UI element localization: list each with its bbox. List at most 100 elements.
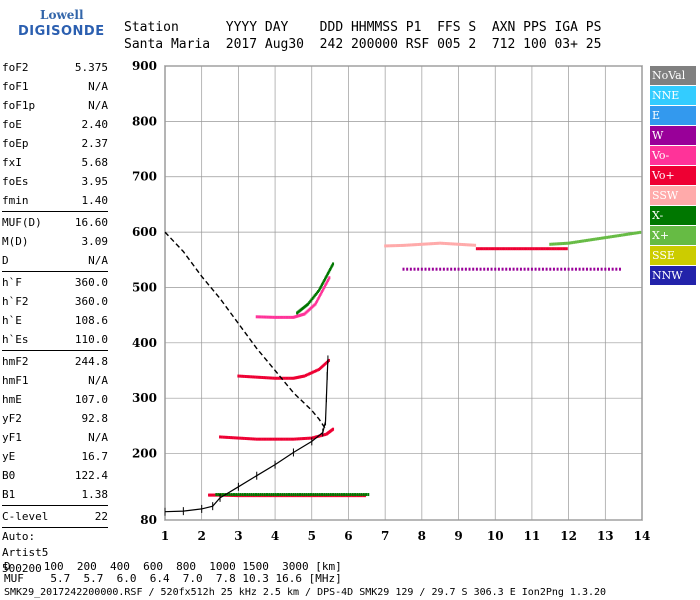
echo-point bbox=[316, 368, 319, 372]
param-row: h`F 360.0 bbox=[2, 273, 108, 292]
echo-point bbox=[450, 242, 453, 246]
echo-point bbox=[228, 436, 231, 440]
echo-point bbox=[319, 434, 322, 438]
echo-point bbox=[428, 267, 431, 271]
echo-point bbox=[274, 315, 277, 319]
param-value: N/A bbox=[88, 431, 108, 444]
echo-point bbox=[402, 267, 405, 271]
echo-point bbox=[554, 247, 557, 251]
echo-point bbox=[226, 435, 229, 439]
legend-item: NNE bbox=[650, 86, 696, 106]
echo-point bbox=[512, 267, 515, 271]
echo-point bbox=[294, 493, 297, 497]
muf-row: MUF 5.7 5.7 6.0 6.4 7.0 7.8 10.3 16.6 [M… bbox=[4, 572, 342, 585]
param-key: hmF2 bbox=[2, 355, 29, 368]
echo-point bbox=[294, 376, 297, 380]
echo-point bbox=[604, 267, 607, 271]
param-row: M(D) 3.09 bbox=[2, 232, 108, 251]
echo-point bbox=[417, 242, 420, 246]
echo-point bbox=[286, 315, 289, 319]
param-row: C-level 22 bbox=[2, 507, 108, 526]
echo-point bbox=[318, 367, 321, 371]
echo-point bbox=[494, 247, 497, 251]
echo-point bbox=[475, 267, 478, 271]
echo-point bbox=[323, 493, 326, 497]
echo-point bbox=[211, 493, 214, 497]
x-tick-label: 10 bbox=[487, 529, 504, 543]
param-key: yF1 bbox=[2, 431, 22, 444]
echo-point bbox=[538, 247, 541, 251]
param-key: yE bbox=[2, 450, 16, 463]
echo-point bbox=[435, 241, 438, 245]
echo-point bbox=[514, 247, 517, 251]
echo-point bbox=[441, 241, 444, 245]
echo-point bbox=[389, 244, 392, 248]
true-height-profile bbox=[164, 231, 327, 430]
echo-point bbox=[578, 267, 581, 271]
echo-point bbox=[306, 373, 309, 377]
echo-point bbox=[300, 307, 303, 311]
echo-point bbox=[637, 231, 640, 235]
echo-point bbox=[303, 493, 306, 497]
echo-point bbox=[461, 267, 464, 271]
x-tick-label: 8 bbox=[418, 529, 426, 543]
echo-point bbox=[315, 435, 318, 439]
echo-point bbox=[600, 236, 603, 240]
echo-point bbox=[210, 493, 213, 497]
echo-point bbox=[285, 437, 288, 441]
echo-point bbox=[261, 493, 264, 497]
echo-point bbox=[272, 315, 275, 319]
auto-info: 500200 bbox=[2, 562, 42, 575]
echo-point bbox=[272, 493, 275, 497]
echo-point bbox=[347, 493, 350, 497]
echo-point bbox=[252, 493, 255, 497]
echo-point bbox=[243, 493, 246, 497]
echo-point bbox=[304, 311, 307, 315]
echo-point bbox=[275, 376, 278, 380]
echo-point bbox=[472, 243, 475, 247]
echo-point bbox=[305, 493, 308, 497]
echo-point bbox=[248, 375, 251, 379]
param-key: B0 bbox=[2, 469, 16, 482]
param-row: h`E 108.6 bbox=[2, 311, 108, 330]
echo-point bbox=[541, 247, 544, 251]
echo-point bbox=[466, 243, 469, 247]
echo-point bbox=[596, 237, 599, 241]
param-key: foE bbox=[2, 118, 22, 131]
echo-point bbox=[237, 374, 240, 378]
x-tick-label: 2 bbox=[198, 529, 206, 543]
echo-point bbox=[242, 374, 245, 378]
param-value: 5.68 bbox=[81, 156, 109, 169]
param-key: hmF1 bbox=[2, 374, 29, 387]
echo-point bbox=[321, 493, 324, 497]
echo-point bbox=[593, 237, 596, 241]
echo-point bbox=[242, 494, 245, 498]
plot-grid bbox=[164, 65, 643, 521]
echo-point bbox=[220, 435, 223, 439]
echo-point bbox=[439, 241, 442, 245]
echo-point bbox=[268, 437, 271, 441]
echo-point bbox=[626, 232, 629, 236]
param-value: 92.8 bbox=[81, 412, 109, 425]
echo-point bbox=[474, 243, 477, 247]
echo-point bbox=[237, 493, 240, 497]
echo-point bbox=[281, 376, 284, 380]
param-row: foEs 3.95 bbox=[2, 172, 108, 191]
echo-point bbox=[551, 242, 554, 246]
echo-point bbox=[261, 437, 264, 441]
echo-point bbox=[311, 305, 314, 309]
echo-point bbox=[527, 247, 530, 251]
echo-point bbox=[411, 243, 414, 247]
echo-point bbox=[302, 374, 305, 378]
echo-point bbox=[354, 493, 357, 497]
echo-point bbox=[560, 247, 563, 251]
x-tick-label: 5 bbox=[308, 529, 316, 543]
echo-point bbox=[503, 247, 506, 251]
param-key: yF2 bbox=[2, 412, 22, 425]
param-row: h`Es 110.0 bbox=[2, 330, 108, 349]
echo-point bbox=[219, 493, 222, 497]
echo-point bbox=[311, 297, 314, 301]
param-value: 22 bbox=[94, 510, 108, 523]
echo-point bbox=[540, 247, 543, 251]
